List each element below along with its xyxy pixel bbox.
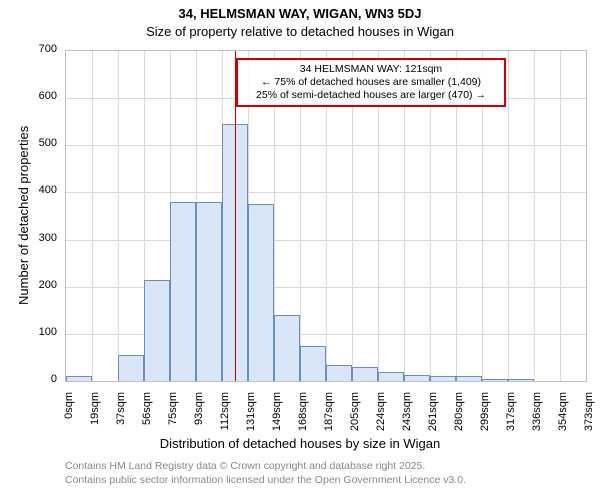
x-tick-label: 243sqm [401,392,413,442]
histogram-bar [118,355,144,381]
x-tick-label: 56sqm [141,392,153,442]
x-tick-label: 131sqm [245,392,257,442]
x-tick-label: 0sqm [63,392,75,442]
histogram-bar [326,365,352,382]
x-tick-label: 205sqm [349,392,361,442]
x-tick-label: 354sqm [557,392,569,442]
y-tick-label: 300 [0,232,57,244]
gridline-v [534,51,535,381]
x-tick-label: 93sqm [193,392,205,442]
histogram-bar [274,315,300,381]
x-tick-label: 168sqm [297,392,309,442]
histogram-bar [508,379,534,381]
footer-line1: Contains HM Land Registry data © Crown c… [65,460,425,472]
x-tick-label: 373sqm [583,392,595,442]
histogram-bar [430,376,456,381]
x-tick-label: 37sqm [115,392,127,442]
x-tick-label: 224sqm [375,392,387,442]
y-tick-label: 100 [0,326,57,338]
gridline-v [92,51,93,381]
page-title-line1: 34, HELMSMAN WAY, WIGAN, WN3 5DJ [0,6,600,21]
page-title-line2: Size of property relative to detached ho… [0,24,600,39]
callout-line-0: 34 HELMSMAN WAY: 121sqm [242,63,500,76]
chart-container: 34, HELMSMAN WAY, WIGAN, WN3 5DJ Size of … [0,0,600,500]
x-tick-label: 317sqm [505,392,517,442]
y-tick-label: 200 [0,279,57,291]
histogram-bar [456,376,482,381]
y-tick-label: 700 [0,43,57,55]
x-tick-label: 280sqm [453,392,465,442]
x-tick-label: 299sqm [479,392,491,442]
gridline-v [508,51,509,381]
histogram-bar [352,367,378,381]
y-tick-label: 500 [0,137,57,149]
x-tick-label: 187sqm [323,392,335,442]
histogram-bar [66,376,92,381]
histogram-bar [170,202,196,381]
x-tick-label: 75sqm [167,392,179,442]
y-tick-label: 600 [0,90,57,102]
x-tick-label: 261sqm [427,392,439,442]
histogram-bar [248,204,274,381]
x-tick-label: 19sqm [89,392,101,442]
x-tick-label: 336sqm [531,392,543,442]
histogram-bar [378,372,404,381]
gridline-v [118,51,119,381]
callout-box: 34 HELMSMAN WAY: 121sqm← 75% of detached… [236,58,506,107]
gridline-v [560,51,561,381]
histogram-bar [300,346,326,381]
y-tick-label: 0 [0,373,57,385]
x-axis-label: Distribution of detached houses by size … [0,436,600,451]
histogram-bar [144,280,170,381]
y-tick-label: 400 [0,184,57,196]
callout-line-2: 25% of semi-detached houses are larger (… [242,89,500,102]
x-tick-label: 112sqm [219,392,231,442]
x-tick-label: 149sqm [271,392,283,442]
histogram-bar [482,379,508,381]
callout-line-1: ← 75% of detached houses are smaller (1,… [242,76,500,89]
histogram-bar [404,375,430,381]
histogram-bar [196,202,222,381]
footer-line2: Contains public sector information licen… [65,474,466,486]
